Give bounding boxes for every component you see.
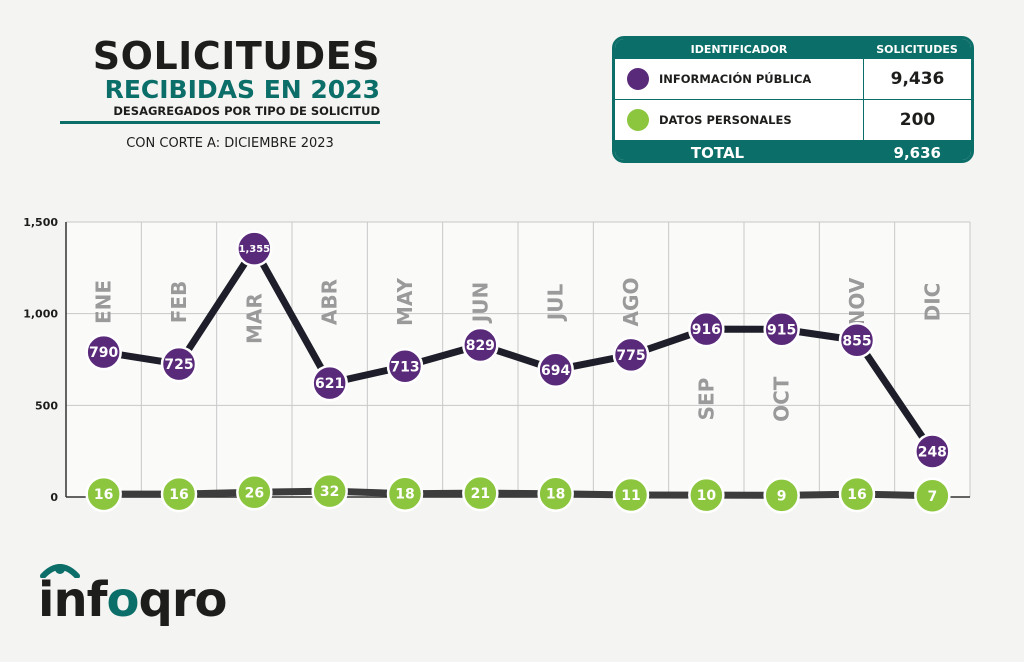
data-point bbox=[914, 477, 951, 514]
data-label: 21 bbox=[471, 486, 490, 502]
x-category-label: SEP bbox=[694, 378, 718, 421]
y-tick-label: 0 bbox=[50, 491, 58, 504]
data-label: 855 bbox=[842, 333, 871, 349]
data-label: 775 bbox=[616, 348, 645, 364]
data-label: 26 bbox=[245, 485, 264, 501]
data-label: 621 bbox=[315, 376, 344, 392]
legend-header-identifier: IDENTIFICADOR bbox=[690, 42, 788, 56]
data-point bbox=[914, 433, 951, 470]
x-category-label: ENE bbox=[92, 280, 116, 324]
data-point bbox=[462, 474, 499, 512]
legend-header: IDENTIFICADOR SOLICITUDES bbox=[615, 39, 971, 59]
logo-text-b: o bbox=[106, 572, 140, 628]
data-point bbox=[85, 333, 122, 371]
legend-dot-green-icon bbox=[627, 109, 649, 131]
data-point bbox=[85, 475, 122, 513]
data-point bbox=[763, 311, 800, 348]
data-label: 16 bbox=[169, 487, 188, 503]
legend-label: DATOS PERSONALES bbox=[659, 113, 792, 127]
x-category-label: NOV bbox=[845, 277, 869, 326]
legend-total-row: TOTAL 9,636 bbox=[615, 141, 971, 162]
y-tick-label: 1,500 bbox=[23, 216, 58, 229]
data-label: 694 bbox=[541, 363, 570, 379]
series-line bbox=[100, 487, 936, 500]
legend-value: 9,436 bbox=[863, 59, 971, 99]
data-label: 915 bbox=[767, 322, 796, 338]
x-category-label: MAY bbox=[393, 278, 417, 326]
data-point bbox=[311, 364, 348, 402]
data-point bbox=[537, 475, 574, 512]
data-point bbox=[160, 475, 198, 513]
data-point bbox=[763, 477, 800, 514]
data-label: 248 bbox=[918, 445, 947, 461]
data-label: 10 bbox=[697, 488, 717, 504]
y-tick-label: 500 bbox=[35, 399, 58, 412]
legend-value: 200 bbox=[863, 100, 971, 140]
cutoff-date: CON CORTE A: DICIEMBRE 2023 bbox=[126, 136, 334, 151]
legend-row: INFORMACIÓN PÚBLICA 9,436 bbox=[615, 59, 971, 100]
logo-text-a: inf bbox=[38, 572, 108, 628]
data-point bbox=[688, 310, 725, 348]
page-subtitle: RECIBIDAS EN 2023 bbox=[104, 75, 380, 104]
data-label: 790 bbox=[89, 345, 118, 361]
page-title: SOLICITUDES bbox=[92, 34, 380, 78]
page-description: DESAGREGADOS POR TIPO DE SOLICITUD bbox=[60, 104, 380, 124]
title-block: SOLICITUDES RECIBIDAS EN 2023 DESAGREGAD… bbox=[60, 36, 380, 151]
x-category-label: ABR bbox=[318, 279, 342, 325]
infoqro-logo: infoqro bbox=[38, 556, 228, 630]
data-label: 7 bbox=[927, 489, 937, 505]
legend-total-value: 9,636 bbox=[893, 144, 941, 162]
data-point bbox=[688, 476, 725, 514]
legend-row: DATOS PERSONALES 200 bbox=[615, 100, 971, 141]
logo-text-c: qro bbox=[138, 572, 228, 628]
data-label: 11 bbox=[621, 488, 640, 504]
data-label: 829 bbox=[466, 338, 495, 354]
x-category-label: JUL bbox=[544, 284, 568, 323]
data-label: 18 bbox=[546, 487, 565, 503]
data-label: 16 bbox=[94, 487, 113, 503]
y-tick-label: 1,000 bbox=[23, 308, 58, 321]
data-label: 713 bbox=[390, 359, 419, 375]
data-point bbox=[311, 472, 348, 510]
legend-label: INFORMACIÓN PÚBLICA bbox=[659, 72, 812, 86]
data-point bbox=[537, 351, 574, 389]
logo-arc-icon bbox=[40, 564, 80, 578]
data-label: 18 bbox=[395, 487, 414, 503]
x-category-label: AGO bbox=[619, 278, 643, 327]
data-label: 9 bbox=[777, 488, 787, 504]
data-point bbox=[236, 473, 273, 511]
data-point bbox=[236, 230, 273, 267]
legend-total-label: TOTAL bbox=[690, 144, 745, 162]
legend-dot-purple-icon bbox=[627, 68, 649, 90]
data-label: 32 bbox=[320, 484, 339, 500]
data-label: 916 bbox=[692, 322, 721, 338]
data-point bbox=[462, 326, 499, 364]
legend-header-requests: SOLICITUDES bbox=[876, 42, 958, 56]
data-point bbox=[386, 348, 424, 385]
data-point bbox=[612, 336, 650, 374]
x-category-label: FEB bbox=[167, 281, 191, 324]
x-category-label: MAR bbox=[242, 293, 266, 344]
x-category-label: DIC bbox=[920, 283, 944, 322]
data-point bbox=[386, 475, 424, 512]
x-category-label: JUN bbox=[468, 282, 492, 324]
legend-table: IDENTIFICADOR SOLICITUDES INFORMACIÓN PÚ… bbox=[612, 36, 974, 163]
data-label: 16 bbox=[847, 487, 866, 503]
data-point bbox=[838, 475, 876, 513]
x-category-label: OCT bbox=[770, 376, 794, 422]
data-label: 1,355 bbox=[239, 244, 271, 255]
data-label: 725 bbox=[164, 357, 193, 373]
data-point bbox=[838, 322, 876, 359]
data-point bbox=[612, 476, 650, 514]
data-point bbox=[160, 345, 198, 383]
